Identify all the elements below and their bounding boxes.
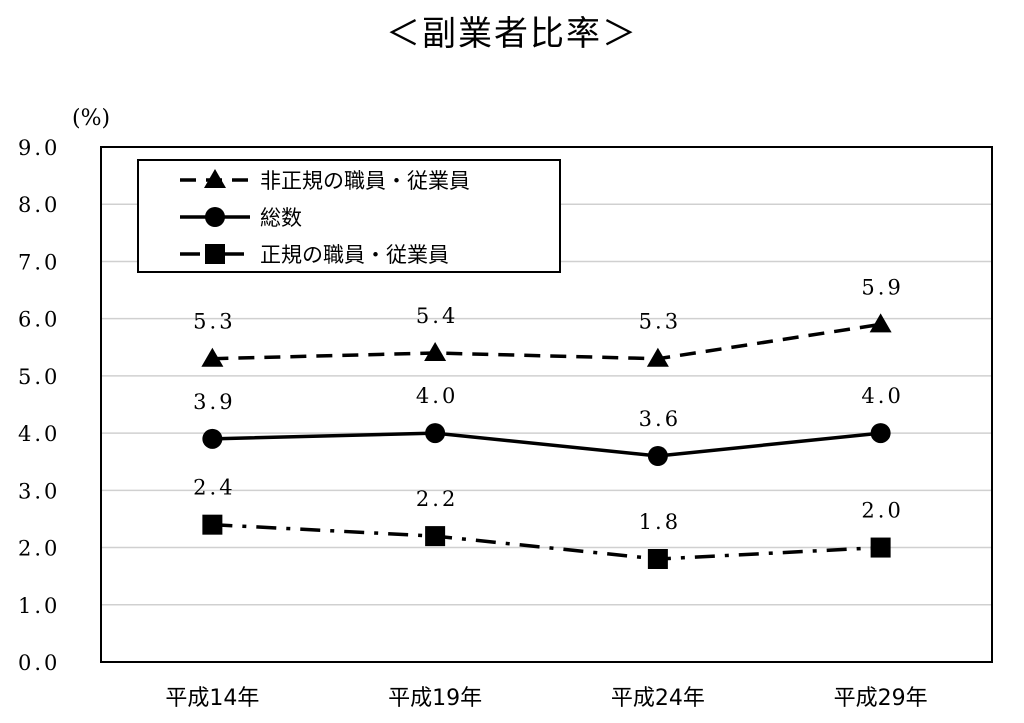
data-point-marker bbox=[202, 514, 223, 535]
data-label: 2.2 bbox=[416, 487, 458, 511]
y-tick-label: 3.0 bbox=[18, 479, 60, 503]
x-tick-label: 平成24年 bbox=[611, 686, 705, 711]
plot-area bbox=[100, 146, 993, 663]
legend-label: 総数 bbox=[260, 206, 302, 230]
series-line bbox=[212, 522, 881, 561]
series-circle: 3.9 4.0 3.6 4.0 bbox=[193, 384, 903, 466]
data-point-marker bbox=[425, 423, 446, 444]
legend-marker bbox=[205, 244, 225, 264]
data-label: 5.3 bbox=[639, 310, 681, 334]
y-tick-label: 7.0 bbox=[18, 250, 60, 274]
x-tick-label: 平成14年 bbox=[165, 686, 259, 711]
data-label: 5.3 bbox=[193, 310, 235, 334]
series-line bbox=[212, 431, 881, 458]
data-point-marker bbox=[424, 342, 447, 361]
data-point-marker bbox=[870, 423, 891, 444]
y-tick-label: 4.0 bbox=[18, 422, 60, 446]
y-tick-label: 0.0 bbox=[18, 651, 60, 675]
y-axis-ticks: 0.0 1.0 2.0 3.0 4.0 5.0 6.0 7.0 8.0 9.0 bbox=[18, 136, 60, 675]
legend-item: 総数 bbox=[180, 206, 302, 230]
chart-title: ＜副業者比率＞ bbox=[386, 14, 638, 54]
x-tick-label: 平成29年 bbox=[834, 686, 928, 711]
series-line bbox=[212, 322, 881, 361]
data-point-marker bbox=[869, 313, 892, 333]
data-point-marker bbox=[425, 526, 446, 547]
data-label: 3.6 bbox=[639, 407, 681, 431]
legend-item: 非正規の職員・従業員 bbox=[180, 169, 470, 193]
legend-item: 正規の職員・従業員 bbox=[180, 243, 449, 267]
data-label: 4.0 bbox=[861, 384, 903, 408]
y-tick-label: 1.0 bbox=[18, 594, 60, 618]
y-tick-label: 9.0 bbox=[18, 136, 60, 160]
y-tick-label: 2.0 bbox=[18, 537, 60, 561]
data-point-marker bbox=[202, 428, 223, 449]
y-tick-label: 6.0 bbox=[18, 308, 60, 332]
data-label: 5.4 bbox=[416, 304, 458, 328]
series-square: 2.4 2.2 1.8 2.0 bbox=[193, 476, 903, 569]
data-point-marker bbox=[647, 549, 668, 569]
legend-label: 非正規の職員・従業員 bbox=[260, 169, 470, 193]
data-point-marker bbox=[870, 537, 891, 558]
data-label: 5.9 bbox=[861, 275, 903, 299]
data-label: 2.0 bbox=[861, 499, 903, 523]
data-point-marker bbox=[646, 347, 669, 367]
x-axis-ticks: 平成14年 平成19年 平成24年 平成29年 bbox=[165, 686, 927, 711]
x-tick-label: 平成19年 bbox=[388, 686, 482, 711]
y-tick-label: 5.0 bbox=[18, 365, 60, 389]
series-triangle: 5.3 5.4 5.3 5.9 bbox=[193, 275, 903, 367]
data-label: 2.4 bbox=[193, 476, 235, 500]
legend-marker bbox=[204, 169, 226, 188]
y-axis-unit-label: (%) bbox=[72, 106, 110, 131]
legend-marker bbox=[205, 207, 225, 227]
y-tick-label: 8.0 bbox=[18, 193, 60, 217]
data-label: 4.0 bbox=[416, 384, 458, 408]
series-layer: 5.3 5.4 5.3 5.9 3.9 4.0 3.6 4.0 2.4 2.2 1.8 2.0 bbox=[193, 275, 903, 569]
data-label: 1.8 bbox=[639, 510, 681, 534]
data-point-marker bbox=[647, 446, 668, 466]
data-label: 3.9 bbox=[193, 390, 235, 414]
legend-label: 正規の職員・従業員 bbox=[260, 243, 449, 267]
data-point-marker bbox=[201, 347, 224, 367]
